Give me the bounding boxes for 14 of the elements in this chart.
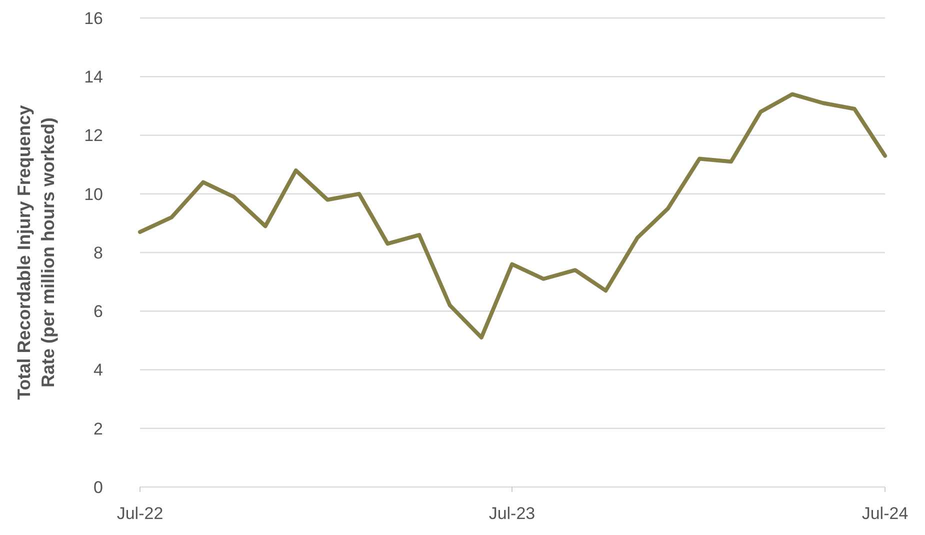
x-tick-label: Jul-23: [488, 504, 536, 523]
y-tick-label: 16: [84, 8, 103, 28]
y-tick-label: 2: [94, 419, 103, 438]
line-series: [138, 92, 887, 340]
y-axis-title: Total Recordable Injury Frequency Rate (per million hours worked): [14, 105, 58, 400]
y-tick-label: 10: [84, 184, 103, 204]
x-tick-label: Jul-24: [862, 504, 908, 523]
y-tick-label: 0: [94, 478, 103, 497]
y-tick-label: 6: [94, 302, 103, 322]
y-tick-label: 14: [84, 68, 103, 87]
y-tick-label: 8: [94, 243, 103, 262]
x-tick-label: Jul-22: [116, 504, 164, 523]
y-tick-label: 4: [94, 360, 103, 380]
y-tick-label: 12: [84, 126, 103, 146]
